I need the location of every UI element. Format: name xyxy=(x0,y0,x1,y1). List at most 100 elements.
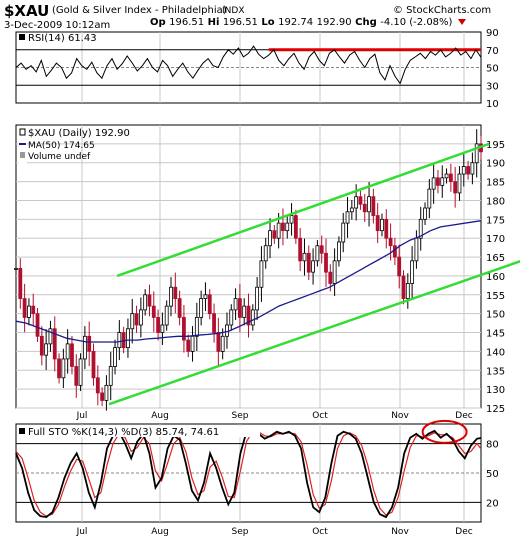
change-label: Chg xyxy=(355,17,377,28)
stockcharts-logo[interactable]: © StockCharts.com xyxy=(393,5,492,16)
price-bar-body xyxy=(328,271,333,284)
quote-line: Op 196.51 Hi 196.51 Lo 192.74 192.90 Chg… xyxy=(150,17,466,28)
price-bar-body xyxy=(401,275,406,299)
price-bar-body xyxy=(345,211,350,224)
price-tick-label: 150 xyxy=(486,310,505,321)
rsi-legend-label: RSI(14) 61.43 xyxy=(28,33,97,44)
price-tick-label: 170 xyxy=(486,234,505,245)
price-bar-body xyxy=(108,366,113,386)
price-bar-body xyxy=(418,218,423,239)
rsi-legend-square-icon xyxy=(19,34,25,40)
price-bar-body xyxy=(388,237,393,247)
price-bar-body xyxy=(35,313,40,337)
price-x-tick-label: Sep xyxy=(232,411,249,421)
sto-x-tick-label: Sep xyxy=(232,527,249,537)
price-bar-body xyxy=(466,166,470,175)
price-bar-body xyxy=(431,177,436,190)
price-bar-body xyxy=(414,237,419,262)
rsi-series-line xyxy=(15,45,482,85)
price-bar-body xyxy=(78,358,83,386)
sto-legend-bg xyxy=(18,426,260,437)
price-bar-body xyxy=(332,260,337,284)
price-bar-body xyxy=(337,241,341,262)
price-bar-body xyxy=(138,309,143,326)
low-label: Lo xyxy=(261,17,275,28)
price-bar-body xyxy=(169,286,173,307)
price-bar-body xyxy=(285,222,290,232)
rsi-tick-label: 90 xyxy=(486,28,499,39)
price-bar-body xyxy=(100,392,105,401)
price-bar-body xyxy=(448,173,453,182)
price-bar-body xyxy=(324,252,328,273)
price-tick-label: 140 xyxy=(486,347,505,358)
open-value: 196.51 xyxy=(169,17,205,28)
price-bar-body xyxy=(82,335,87,360)
price-bar-body xyxy=(315,245,320,262)
price-bar-body xyxy=(298,237,303,262)
volume-legend-label: Volume undef xyxy=(28,152,91,162)
price-bar-body xyxy=(263,245,268,262)
price-bar-body xyxy=(91,350,96,379)
rsi-tick-label: 70 xyxy=(486,46,499,57)
price-bar-body xyxy=(194,317,199,337)
price-tick-label: 160 xyxy=(486,272,505,283)
sto-legend-square-icon xyxy=(19,428,25,434)
sto-tick-label: 80 xyxy=(486,440,499,451)
price-x-tick-label: Jul xyxy=(76,411,88,421)
price-bar-body xyxy=(61,358,66,379)
price-bar-body xyxy=(199,298,204,318)
price-bar-body xyxy=(444,173,449,179)
price-bar-body xyxy=(74,366,79,386)
price-bar-body xyxy=(113,347,117,367)
price-tick-label: 130 xyxy=(486,385,505,396)
high-label: Hi xyxy=(207,17,220,28)
channel-lower-line xyxy=(108,260,520,406)
high-value: 196.51 xyxy=(222,17,258,28)
price-tick-label: 190 xyxy=(486,159,505,170)
sto-tick-label: 50 xyxy=(486,469,499,480)
price-bar-body xyxy=(380,218,384,232)
close-value: 192.90 xyxy=(316,17,352,28)
price-bar-body xyxy=(311,260,315,273)
price-bar-body xyxy=(233,298,238,311)
price-bar-body xyxy=(95,377,100,394)
price-bar-body xyxy=(207,294,212,315)
price-bar-body xyxy=(39,335,44,356)
price-bar-body xyxy=(173,286,178,299)
price-tick-label: 195 xyxy=(486,140,505,151)
price-bar-body xyxy=(134,313,139,326)
price-tick-label: 180 xyxy=(486,196,505,207)
price-bar-body xyxy=(22,298,27,318)
price-bar-body xyxy=(52,328,57,360)
price-bar-body xyxy=(237,298,242,318)
price-bar-body xyxy=(453,181,458,194)
overbought-annotation-circle xyxy=(421,419,468,444)
price-bar-body xyxy=(104,384,109,401)
price-tick-label: 155 xyxy=(486,291,505,302)
sto-x-tick-label: Dec xyxy=(455,527,472,537)
price-bar-body xyxy=(289,215,294,224)
sto-tick-label: 20 xyxy=(486,498,499,509)
price-bar-body xyxy=(341,222,346,243)
price-bar-body xyxy=(160,324,165,333)
low-value: 192.74 xyxy=(278,17,314,28)
price-legend-bg xyxy=(18,128,27,168)
price-bar-body xyxy=(212,313,216,333)
price-bar-body xyxy=(246,305,251,326)
sto-legend-label: Full STO %K(14,3) %D(3) 85.74, 74.61 xyxy=(28,427,219,438)
price-bar-body xyxy=(70,343,74,367)
price-tick-label: 185 xyxy=(486,178,505,189)
price-bar-body xyxy=(87,335,92,352)
price-bar-body xyxy=(375,215,380,232)
price-bar-body xyxy=(367,196,371,213)
price-bar-body xyxy=(349,207,354,213)
price-bar-body xyxy=(164,305,169,326)
price-bar-body xyxy=(143,294,148,311)
ticker-name: (Gold & Silver Index - Philadelphia) xyxy=(52,5,227,16)
price-bar-body xyxy=(281,222,285,232)
ticker-symbol: $XAU xyxy=(4,2,50,20)
price-bar-body xyxy=(250,309,255,326)
price-bar-body xyxy=(474,143,479,164)
price-bar-body xyxy=(276,222,281,239)
